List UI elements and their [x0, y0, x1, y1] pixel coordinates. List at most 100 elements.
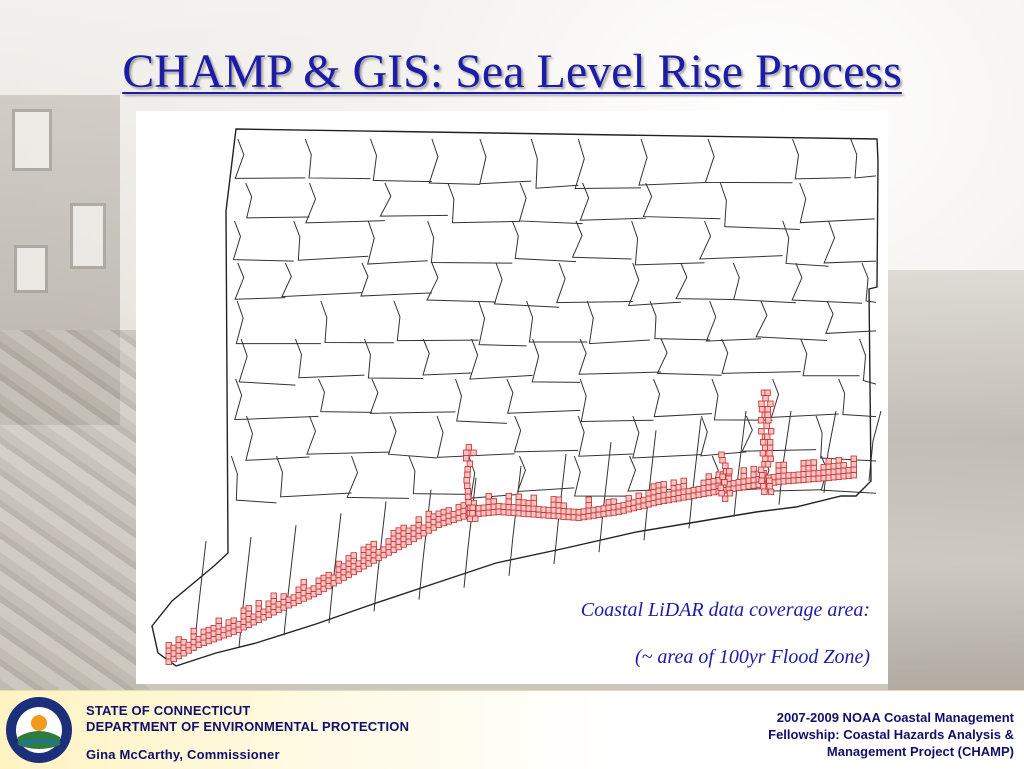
lidar-tile — [670, 479, 677, 486]
lidar-tile — [530, 494, 537, 502]
lidar-tile — [767, 400, 774, 407]
lidar-tile — [719, 457, 726, 464]
lidar-tile — [759, 450, 766, 457]
lidar-tile — [758, 400, 765, 407]
lidar-tile — [758, 466, 765, 473]
lidar-tile — [230, 617, 237, 624]
lidar-coverage-grid — [165, 389, 857, 665]
dep-seal-logo — [6, 697, 72, 763]
lidar-tile — [466, 460, 474, 467]
lidar-tile — [764, 389, 771, 396]
lidar-tile — [505, 492, 512, 500]
state-outline — [151, 128, 879, 667]
lidar-tile — [758, 477, 765, 484]
lidar-tile — [761, 488, 768, 495]
lidar-tile — [726, 490, 734, 497]
lidar-tile — [835, 457, 842, 464]
fellowship-line-1: 2007-2009 NOAA Coastal Management — [776, 710, 1014, 725]
lidar-tile — [810, 464, 817, 472]
lidar-tile — [680, 477, 687, 485]
lidar-tile — [490, 498, 497, 505]
lidar-tile — [750, 465, 757, 473]
lidar-tile — [762, 455, 769, 462]
lidar-tile — [825, 458, 832, 465]
slide-title: CHAMP & GIS: Sea Level Rise Process — [122, 45, 902, 98]
lidar-tile — [464, 482, 471, 489]
footer-commissioner: Gina McCarthy, Commissioner — [86, 747, 280, 762]
lidar-tile — [469, 510, 476, 517]
lidar-tile — [469, 504, 476, 511]
lidar-tile — [763, 422, 770, 429]
lidar-tile — [215, 617, 222, 624]
map-svg — [151, 128, 882, 667]
lidar-tile — [718, 490, 725, 497]
lidar-tile — [280, 593, 287, 600]
lidar-tile — [764, 433, 771, 440]
lidar-tile — [766, 477, 773, 484]
lidar-tile — [850, 455, 857, 462]
map-caption-line-1: Coastal LiDAR data coverage area: — [580, 599, 870, 621]
lidar-tile — [759, 472, 766, 479]
lidar-tile — [726, 468, 733, 475]
lidar-tile — [780, 461, 787, 469]
lidar-tile — [505, 498, 512, 505]
lidar-tile — [463, 449, 470, 456]
lidar-tile — [370, 540, 377, 548]
town-boundaries — [193, 138, 882, 652]
lidar-tile — [766, 450, 773, 457]
lidar-tile — [465, 499, 472, 506]
lidar-tile — [464, 471, 471, 478]
lidar-tile — [767, 455, 774, 462]
lidar-tile — [515, 493, 522, 500]
lidar-tile — [460, 502, 467, 509]
fellowship-line-2: Fellowship: Coastal Hazards Analysis & — [768, 727, 1014, 742]
lidar-tile — [764, 406, 771, 413]
footer-fellowship-text: 2007-2009 NOAA Coastal Management Fellow… — [768, 709, 1014, 760]
lidar-tile — [464, 488, 472, 495]
footer-bar: STATE OF CONNECTICUT DEPARTMENT OF ENVIR… — [0, 690, 1024, 769]
lidar-tile — [717, 484, 724, 491]
lidar-tile — [767, 488, 775, 495]
lidar-tile — [740, 467, 747, 474]
connecticut-town-map: Coastal LiDAR data coverage area: (~ are… — [136, 111, 888, 684]
lidar-tile — [766, 483, 773, 490]
lidar-tile — [757, 417, 765, 424]
lidar-tile — [462, 455, 470, 462]
lidar-tile — [660, 481, 667, 488]
lidar-tile — [810, 459, 817, 466]
map-caption-line-2: (~ area of 100yr Flood Zone) — [634, 646, 870, 668]
lidar-tile — [635, 492, 642, 499]
lidar-tile — [463, 477, 470, 484]
lidar-tile — [780, 467, 787, 474]
lidar-tile — [762, 395, 769, 402]
lidar-tile — [705, 473, 712, 480]
lidar-tile — [415, 516, 422, 523]
lidar-tile — [850, 461, 857, 468]
lidar-tile — [758, 406, 766, 413]
lidar-tile — [764, 461, 772, 468]
footer-state-name: STATE OF CONNECTICUT — [86, 703, 251, 718]
lidar-tile — [585, 496, 592, 503]
lidar-tile — [760, 483, 767, 490]
lidar-tile — [255, 600, 262, 607]
footer-department-name: DEPARTMENT OF ENVIRONMENTAL PROTECTION — [86, 719, 410, 734]
lidar-tile — [470, 449, 477, 456]
lidar-tile — [722, 495, 729, 502]
lidar-tile — [464, 493, 472, 500]
lidar-tile — [718, 451, 725, 458]
lidar-tile — [764, 411, 771, 418]
lidar-tile — [850, 466, 857, 473]
lidar-tile — [840, 462, 847, 469]
lidar-tile — [758, 428, 765, 435]
lidar-tile — [445, 507, 452, 514]
lidar-tile — [530, 500, 537, 507]
lidar-tile — [767, 444, 774, 451]
lidar-tile — [464, 466, 471, 473]
lidar-tile — [465, 444, 473, 451]
lidar-tile — [625, 495, 632, 502]
lidar-tile — [560, 502, 567, 509]
lidar-tile — [719, 473, 726, 480]
lidar-tile — [767, 439, 774, 446]
lidar-tile — [245, 605, 252, 612]
lidar-tile — [722, 462, 729, 469]
